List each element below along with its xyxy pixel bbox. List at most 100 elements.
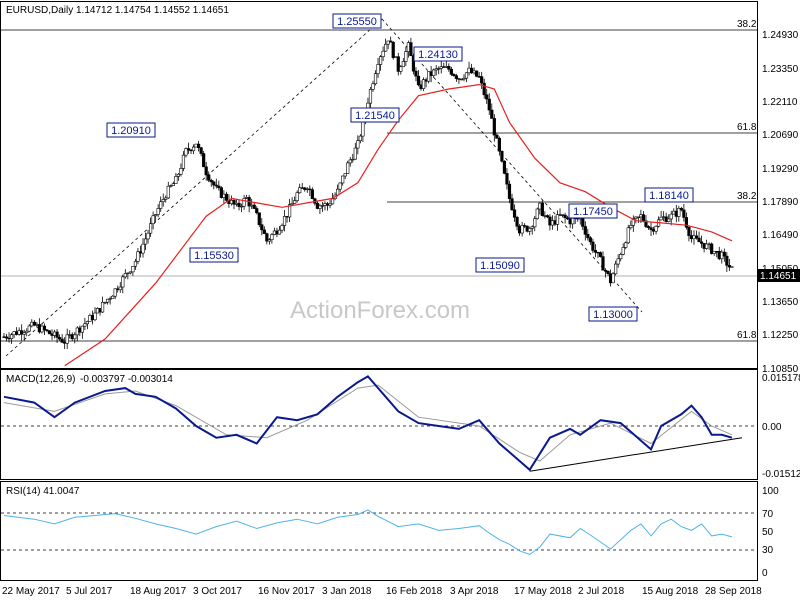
price-label-1215: 1.21540: [350, 107, 400, 123]
candle-body: [502, 160, 507, 174]
candle-body: [308, 188, 312, 191]
candle-body: [265, 233, 269, 242]
rsi-scale-30: 30: [762, 545, 774, 556]
candle-body: [672, 210, 676, 215]
candle-body: [106, 298, 110, 303]
svg-text:1.15090: 1.15090: [480, 260, 520, 272]
candle-body: [727, 265, 731, 268]
candle-body: [191, 146, 196, 152]
candle-body: [679, 208, 683, 211]
candle-body: [270, 234, 274, 241]
candle-body: [560, 214, 565, 216]
candle-body: [260, 224, 264, 231]
candle-body: [70, 334, 74, 340]
candle-body: [22, 332, 26, 335]
candle-body: [571, 217, 575, 225]
candle-body: [330, 198, 335, 205]
price-tick: 1.20690: [762, 130, 799, 141]
candle-body: [219, 187, 223, 198]
candle-body: [328, 203, 332, 206]
candle-body: [416, 75, 421, 86]
time-axis: 22 May 2017 5 Jul 2017 18 Aug 2017 3 Oct…: [2, 586, 762, 597]
candle-body: [169, 185, 173, 187]
candle-body: [207, 174, 211, 181]
rsi-panel: [0, 481, 758, 581]
candle-body: [621, 247, 625, 255]
candle-body: [712, 251, 716, 254]
candle-body: [9, 334, 14, 339]
candle-body: [245, 197, 249, 199]
candle-body: [123, 273, 127, 278]
candle-body: [563, 214, 567, 219]
candle-body: [151, 215, 155, 225]
candle-body: [60, 338, 64, 343]
candle-body: [631, 218, 635, 226]
candle-body: [662, 216, 666, 218]
svg-text:1.20910: 1.20910: [111, 125, 151, 137]
candle-body: [47, 330, 52, 335]
candle-body: [381, 50, 385, 57]
candle-body: [113, 288, 117, 297]
date-tick: 22 May 2017: [2, 586, 60, 597]
macd-scale-zero: 0.00: [762, 422, 782, 433]
candle-body: [598, 252, 603, 257]
candle-body: [720, 251, 724, 260]
candle-body: [325, 203, 330, 206]
candle-body: [616, 258, 620, 265]
candle-body: [510, 198, 514, 211]
price-tick: 1.24930: [762, 30, 799, 41]
candle-body: [239, 205, 244, 208]
macd-values: -0.003797 -0.003014: [80, 374, 173, 385]
candle-body: [131, 265, 135, 273]
candle-body: [684, 217, 688, 228]
candle-body: [409, 42, 413, 57]
candle-body: [603, 269, 608, 272]
candle-body: [649, 227, 653, 230]
date-tick: 3 Oct 2017: [193, 586, 242, 597]
candle-body: [121, 276, 125, 288]
candle-body: [310, 189, 314, 200]
price-label-1150: 1.15090: [475, 257, 525, 273]
projection-down: [381, 18, 643, 313]
candle-body: [305, 188, 309, 191]
candle-body: [232, 199, 236, 205]
candle-body: [323, 203, 327, 206]
candle-body: [389, 40, 393, 43]
candle-body: [581, 217, 585, 227]
candle-body: [257, 212, 261, 225]
candle-body: [457, 78, 461, 80]
candle-body: [85, 321, 90, 325]
macd-trendline: [529, 437, 743, 472]
candle-body: [641, 214, 646, 222]
price-tick: 1.16490: [762, 230, 799, 241]
candle-body: [606, 270, 610, 274]
candle-body: [472, 70, 476, 74]
candle-body: [497, 137, 501, 152]
candle-body: [689, 235, 694, 240]
candle-body: [629, 225, 633, 229]
candle-body: [45, 329, 49, 332]
candle-body: [593, 250, 598, 253]
candle-body: [55, 331, 59, 338]
candle-body: [116, 288, 120, 291]
price-tick: 1.10850: [762, 364, 799, 375]
candle-body: [553, 220, 557, 225]
candle-body: [171, 183, 175, 186]
candle-body: [154, 214, 158, 217]
candle-body: [378, 56, 383, 65]
candle-body: [315, 202, 319, 209]
candle-body: [608, 273, 613, 284]
candle-body: [432, 69, 436, 76]
candle-body: [555, 214, 560, 225]
candle-body: [710, 243, 714, 254]
candle-body: [88, 315, 92, 322]
candle-body: [17, 330, 21, 335]
candle-body: [267, 239, 271, 242]
candle-body: [65, 334, 69, 344]
candle-body: [15, 331, 19, 335]
candle-body: [100, 301, 105, 313]
candle-body: [174, 176, 178, 184]
candle-body: [624, 242, 628, 248]
candle-body: [373, 73, 378, 85]
candle-body: [449, 68, 453, 75]
